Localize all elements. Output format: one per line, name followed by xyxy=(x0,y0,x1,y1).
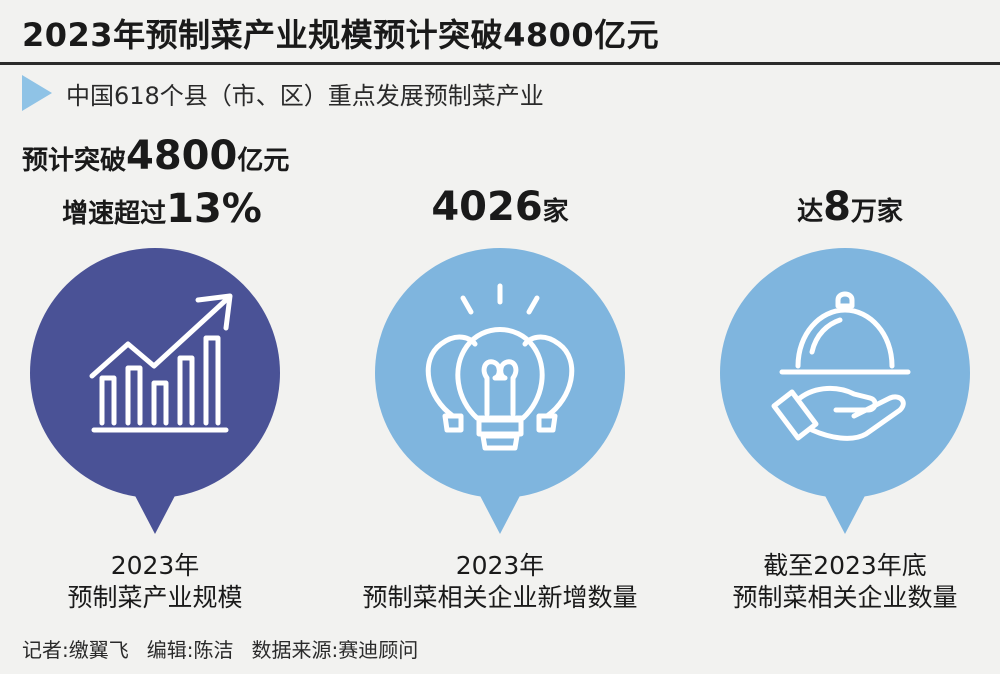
stat-suffix: 万家 xyxy=(850,197,903,227)
bubble-tail xyxy=(821,488,869,534)
stat-value: 8 xyxy=(823,184,851,230)
editor-credit: 编辑:陈洁 xyxy=(146,638,234,662)
page-title: 2023年预制菜产业规模预计突破4800亿元 xyxy=(22,16,660,54)
caption-total-companies: 截至2023年底 预制菜相关企业数量 xyxy=(732,551,958,612)
bubble-new-companies xyxy=(375,248,625,498)
serving-cloche-hand-icon xyxy=(771,291,911,441)
stat-market-size: 预计突破4800亿元 xyxy=(22,134,302,178)
caption-new-companies: 2023年 预制菜相关企业新增数量 xyxy=(362,551,638,612)
stat-prefix: 达 xyxy=(797,197,824,227)
stat-prefix: 增速超过 xyxy=(62,199,167,229)
subtitle-row: 中国618个县（市、区）重点发展预制菜产业 xyxy=(22,70,544,116)
bubble-tail xyxy=(131,488,179,534)
stat-value: 13% xyxy=(166,186,262,232)
stat-suffix: 亿元 xyxy=(237,146,290,176)
lightbulb-icon xyxy=(425,283,575,451)
stat-value: 4800 xyxy=(126,133,238,179)
bubble-market-size xyxy=(30,248,280,498)
subtitle: 中国618个县（市、区）重点发展预制菜产业 xyxy=(66,81,544,110)
stat-new-companies: 4026家 xyxy=(370,182,630,232)
stat-suffix: 家 xyxy=(542,197,569,227)
stat-total-companies: 达8万家 xyxy=(720,182,980,232)
reporter-credit: 记者:缴翼飞 xyxy=(22,638,129,662)
credits: 记者:缴翼飞 编辑:陈洁 数据来源:赛迪顾问 xyxy=(22,634,436,663)
bubble-total-companies xyxy=(720,248,970,498)
stat-value: 4026 xyxy=(431,184,543,230)
title-divider xyxy=(0,62,1000,65)
caption-market-size: 2023年 预制菜产业规模 xyxy=(67,551,243,612)
stat-growth-rate: 增速超过13% xyxy=(22,184,302,234)
growth-chart-icon xyxy=(89,293,233,433)
stat-prefix: 预计突破 xyxy=(22,146,127,176)
data-source: 数据来源:赛迪顾问 xyxy=(251,638,419,662)
play-arrow-icon xyxy=(22,75,52,111)
bubble-tail xyxy=(476,488,524,534)
